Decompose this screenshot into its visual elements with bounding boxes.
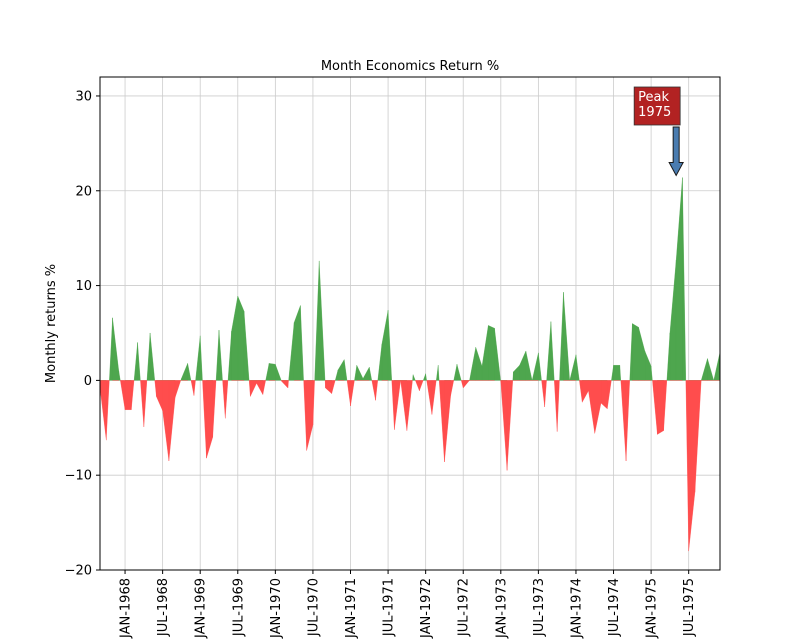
negative-return-area [99, 380, 720, 552]
x-tick-label: JUL-1969 [231, 578, 246, 637]
x-tick-label: JAN-1971 [344, 578, 359, 639]
x-tick-label: JAN-1972 [419, 578, 434, 639]
x-tick-label: JUL-1973 [532, 578, 547, 637]
x-tick-label: JAN-1973 [494, 578, 509, 639]
grid-lines [100, 77, 720, 571]
x-tick-label: JAN-1970 [269, 578, 284, 639]
x-tick-label: JAN-1975 [645, 578, 660, 639]
x-tick-label: JAN-1969 [194, 578, 209, 639]
y-axis: −20 −10 0 10 20 30 [65, 89, 100, 579]
plot-frame [99, 76, 721, 571]
y-tick-label: 30 [75, 89, 92, 104]
area-series [99, 177, 721, 552]
x-tick-label: JUL-1968 [156, 578, 171, 637]
annotation-arrow [668, 126, 684, 177]
y-tick-label: 20 [75, 184, 92, 199]
x-tick-label: JUL-1972 [457, 578, 472, 637]
x-axis: JAN-1968 JUL-1968 JAN-1969 JUL-1969 JAN-1970… [119, 570, 697, 639]
chart-title: Month Economics Return % [321, 59, 499, 74]
x-tick-label: JUL-1975 [682, 578, 697, 637]
y-axis-label: Monthly returns % [44, 264, 59, 383]
x-tick-label: JUL-1974 [607, 578, 622, 637]
annotation-box [633, 86, 681, 126]
x-tick-label: JAN-1968 [119, 578, 134, 639]
y-tick-label: −10 [65, 469, 92, 484]
x-tick-label: JUL-1970 [306, 578, 321, 637]
annotation-text: Peak [638, 90, 669, 105]
x-tick-label: JUL-1971 [382, 578, 397, 637]
positive-return-area [100, 177, 721, 381]
y-tick-label: 0 [84, 374, 92, 389]
y-tick-label: 10 [75, 279, 92, 294]
x-tick-label: JAN-1974 [569, 578, 584, 639]
y-tick-label: −20 [65, 564, 92, 579]
annotation-text: 1975 [638, 105, 671, 120]
